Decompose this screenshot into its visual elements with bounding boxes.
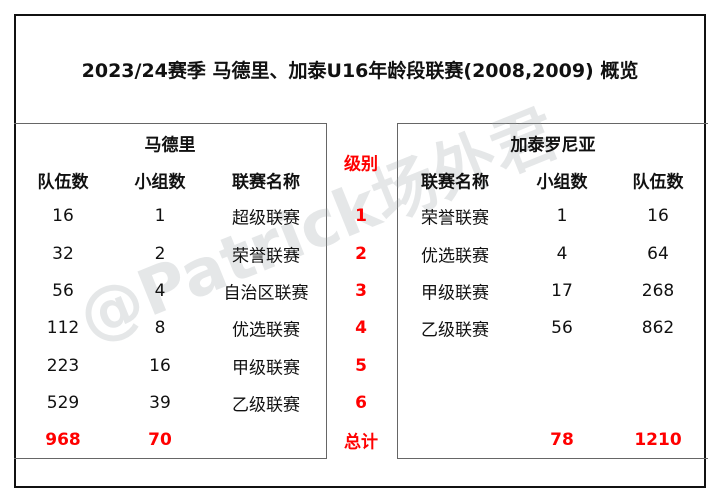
catalonia-column-header: 小组数	[536, 172, 588, 193]
catalonia-title: 加泰罗尼亚	[510, 135, 596, 156]
madrid-total-cell: 968	[45, 430, 81, 450]
catalonia-table	[397, 123, 708, 459]
outer-frame	[14, 14, 706, 488]
catalonia-table-cell: 优选联赛	[421, 246, 489, 267]
madrid-table-cell: 乙级联赛	[232, 395, 300, 416]
level-number: 4	[355, 318, 367, 338]
madrid-column-header: 小组数	[134, 172, 186, 193]
level-number: 2	[355, 244, 367, 264]
madrid-table-cell: 16	[149, 356, 171, 376]
total-label: 总计	[344, 432, 378, 453]
catalonia-table-cell: 甲级联赛	[421, 283, 489, 304]
madrid-table-cell: 4	[154, 281, 166, 301]
madrid-total-cell: 70	[148, 430, 172, 450]
madrid-table-cell: 甲级联赛	[232, 358, 300, 379]
madrid-column-header: 队伍数	[37, 172, 89, 193]
catalonia-table-cell: 4	[556, 244, 568, 264]
catalonia-total-cell: 1210	[634, 430, 682, 450]
level-header: 级别	[344, 154, 378, 175]
catalonia-table-cell: 56	[551, 318, 573, 338]
madrid-table-cell: 32	[52, 244, 74, 264]
madrid-column-header: 联赛名称	[232, 172, 300, 193]
madrid-title: 马德里	[144, 135, 196, 156]
madrid-table-cell: 529	[46, 393, 80, 413]
madrid-table-cell: 8	[154, 318, 166, 338]
level-number: 6	[355, 393, 367, 413]
madrid-table-cell: 1	[154, 206, 166, 226]
madrid-table-cell: 39	[149, 393, 171, 413]
madrid-table-cell: 自治区联赛	[223, 283, 309, 304]
catalonia-table-cell: 16	[647, 206, 669, 226]
madrid-table-cell: 112	[46, 318, 80, 338]
catalonia-total-cell: 78	[550, 430, 574, 450]
catalonia-table-cell: 17	[551, 281, 573, 301]
madrid-table-cell: 16	[52, 206, 74, 226]
madrid-table-cell: 荣誉联赛	[232, 246, 300, 267]
catalonia-table-cell: 1	[556, 206, 568, 226]
madrid-table	[14, 123, 327, 459]
catalonia-table-cell: 862	[641, 318, 675, 338]
madrid-table-cell: 优选联赛	[232, 320, 300, 341]
madrid-table-cell: 56	[52, 281, 74, 301]
page-title: 2023/24赛季 马德里、加泰U16年龄段联赛(2008,2009) 概览	[81, 60, 639, 82]
catalonia-table-cell: 268	[641, 281, 675, 301]
catalonia-column-header: 联赛名称	[421, 172, 489, 193]
level-number: 3	[355, 281, 367, 301]
catalonia-table-cell: 64	[647, 244, 669, 264]
catalonia-column-header: 队伍数	[632, 172, 684, 193]
catalonia-table-cell: 荣誉联赛	[421, 208, 489, 229]
catalonia-table-cell: 乙级联赛	[421, 320, 489, 341]
level-number: 5	[355, 356, 367, 376]
madrid-table-cell: 223	[46, 356, 80, 376]
madrid-table-cell: 2	[154, 244, 166, 264]
level-number: 1	[355, 206, 367, 226]
madrid-table-cell: 超级联赛	[232, 208, 300, 229]
